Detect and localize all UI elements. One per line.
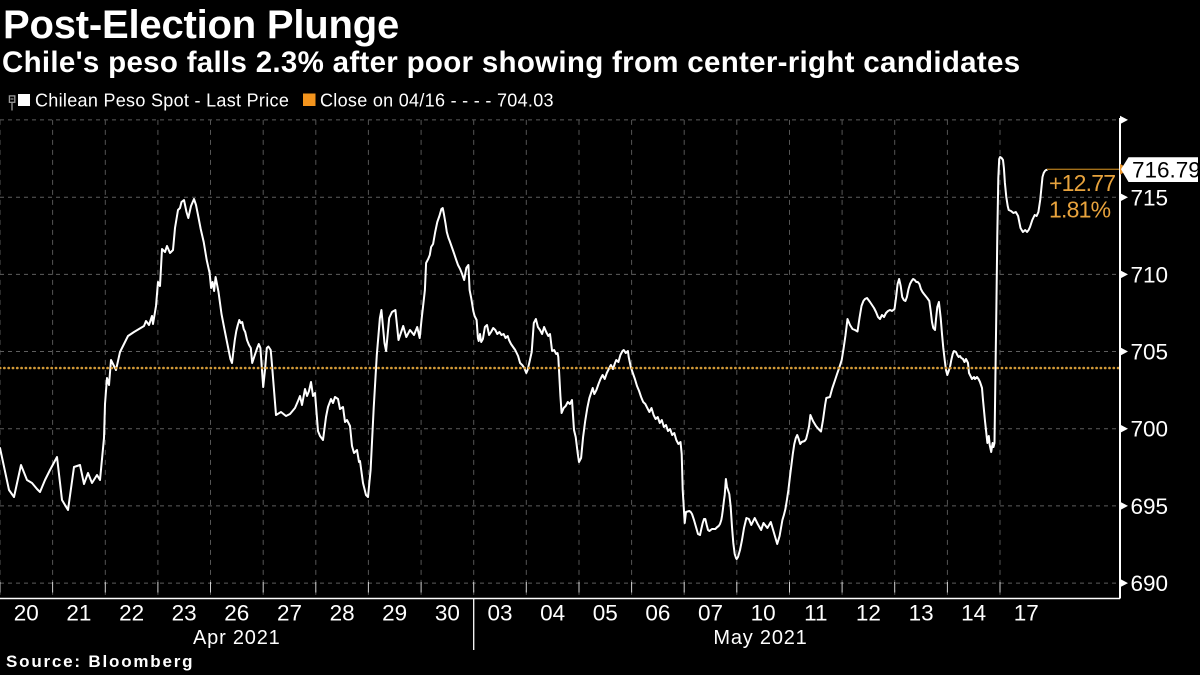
svg-text:+12.77: +12.77 — [1049, 170, 1115, 196]
svg-text:05: 05 — [593, 601, 618, 626]
svg-text:Chilean Peso Spot - Last Price: Chilean Peso Spot - Last Price — [35, 91, 289, 111]
svg-text:Close on 04/16 - - - - 704.03: Close on 04/16 - - - - 704.03 — [320, 91, 554, 111]
svg-text:07: 07 — [698, 601, 723, 626]
svg-text:21: 21 — [66, 601, 91, 626]
svg-text:22: 22 — [119, 601, 144, 626]
svg-text:29: 29 — [382, 601, 407, 626]
svg-text:695: 695 — [1131, 494, 1169, 519]
svg-text:1.81%: 1.81% — [1049, 197, 1111, 223]
svg-text:710: 710 — [1131, 262, 1169, 287]
svg-text:11: 11 — [804, 601, 827, 626]
svg-text:10: 10 — [751, 601, 776, 626]
svg-text:690: 690 — [1131, 571, 1169, 596]
svg-text:12: 12 — [856, 601, 881, 626]
svg-text:26: 26 — [224, 601, 249, 626]
svg-text:May 2021: May 2021 — [713, 627, 807, 649]
svg-text:28: 28 — [330, 601, 355, 626]
svg-text:06: 06 — [645, 601, 670, 626]
svg-text:700: 700 — [1131, 417, 1169, 442]
svg-text:03: 03 — [487, 601, 512, 626]
svg-text:716.79: 716.79 — [1132, 158, 1200, 183]
svg-text:13: 13 — [909, 601, 934, 626]
svg-text:23: 23 — [172, 601, 197, 626]
svg-text:27: 27 — [277, 601, 302, 626]
svg-text:14: 14 — [961, 601, 986, 626]
svg-text:17: 17 — [1014, 601, 1039, 626]
svg-text:Apr 2021: Apr 2021 — [193, 627, 281, 649]
svg-text:30: 30 — [435, 601, 460, 626]
svg-text:705: 705 — [1131, 340, 1169, 365]
svg-text:04: 04 — [540, 601, 565, 626]
svg-text:715: 715 — [1131, 185, 1169, 210]
svg-text:20: 20 — [14, 601, 39, 626]
